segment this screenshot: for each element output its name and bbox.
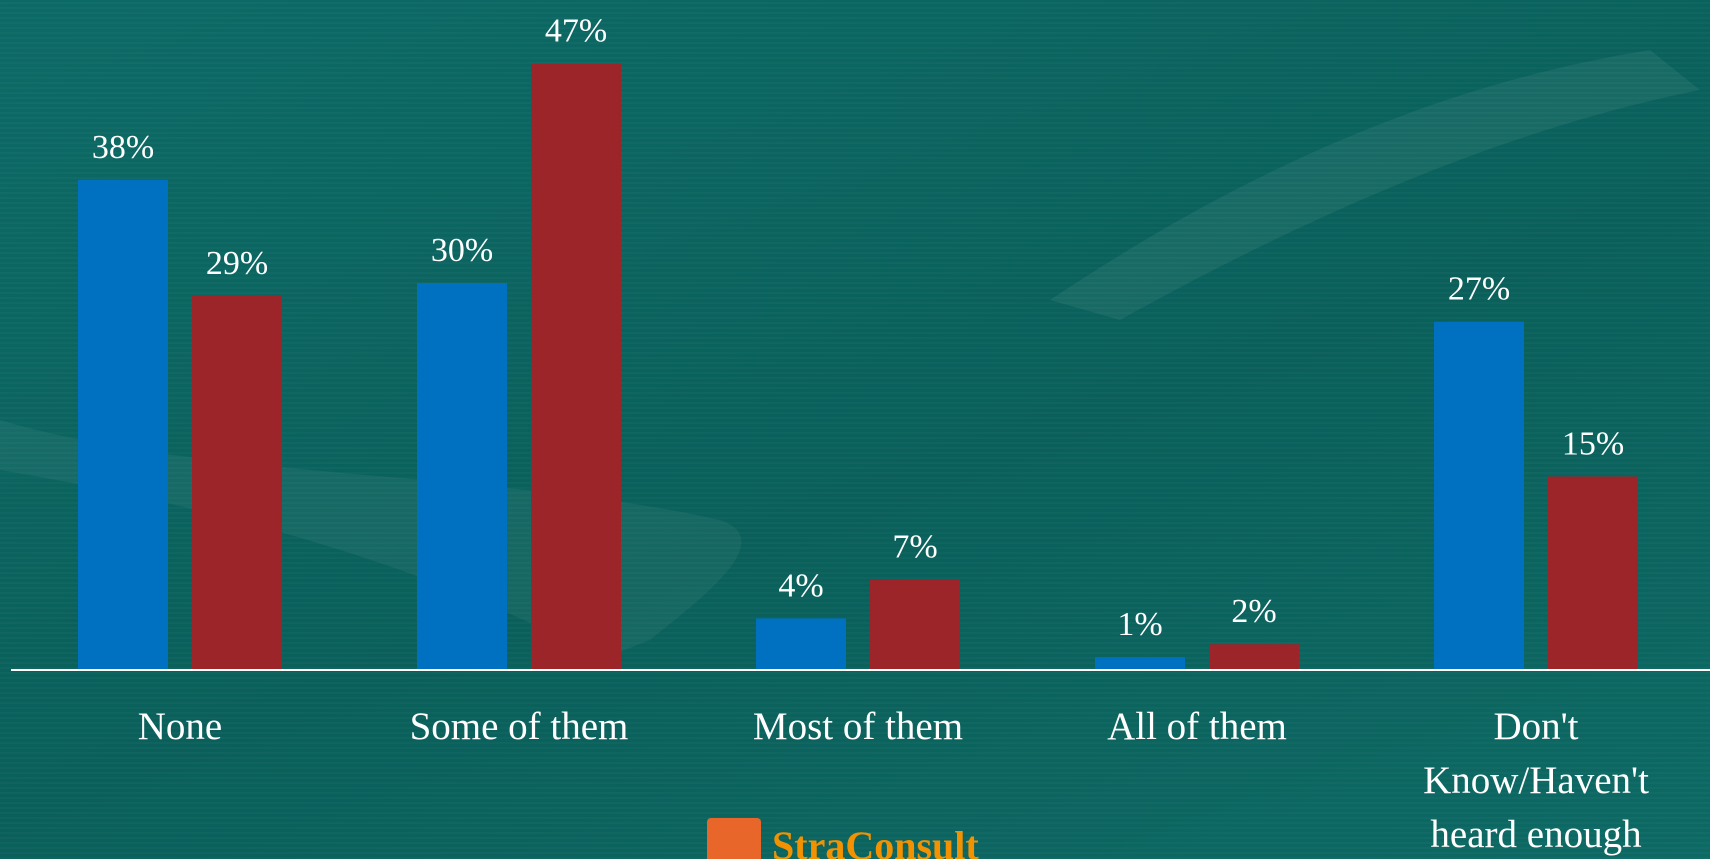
bar: [1548, 476, 1638, 670]
value-label: 15%: [1562, 426, 1624, 463]
x-tick-label: Some of them: [409, 705, 629, 748]
bar: [1434, 321, 1524, 670]
value-label: 4%: [778, 567, 823, 604]
bar: [192, 295, 282, 670]
x-tick-label: None: [137, 705, 223, 748]
bar: [1209, 644, 1299, 670]
background-shape: [1050, 50, 1700, 320]
logo-icon: [707, 818, 761, 859]
value-label: 2%: [1231, 593, 1276, 630]
x-tick-label: Most of them: [752, 705, 964, 748]
value-label: 27%: [1448, 271, 1510, 308]
bar: [870, 579, 960, 670]
value-label: 38%: [92, 129, 154, 166]
value-label: 29%: [206, 245, 268, 282]
x-tick-label: All of them: [1107, 705, 1287, 748]
bar: [78, 179, 168, 671]
bar: [531, 63, 621, 670]
bar: [756, 618, 846, 670]
value-label: 30%: [431, 232, 493, 269]
x-tick-label: Don't Know/Haven't heard enough: [1423, 705, 1649, 856]
bar: [417, 283, 507, 670]
value-label: 1%: [1117, 606, 1162, 643]
bar: [1095, 657, 1185, 670]
value-label: 47%: [545, 13, 607, 50]
logo: StraConsult: [772, 823, 979, 859]
value-label: 7%: [892, 529, 937, 566]
